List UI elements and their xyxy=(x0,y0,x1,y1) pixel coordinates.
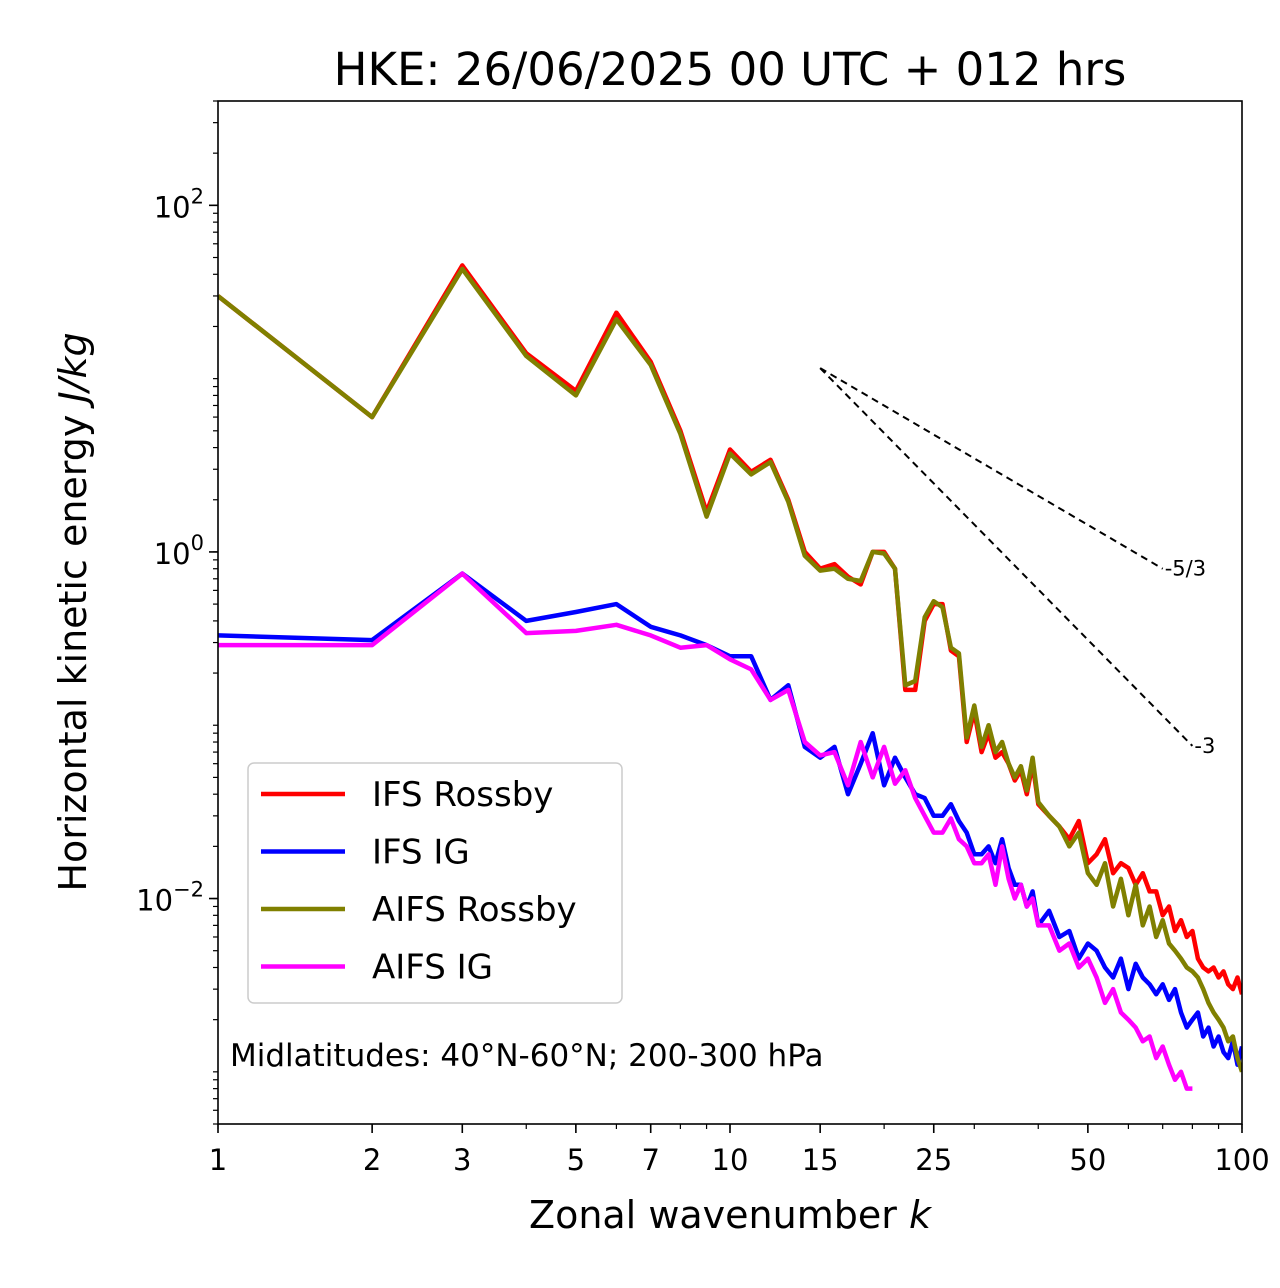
series-line-aifs-rossby xyxy=(218,266,1242,1073)
x-axis-label: Zonal wavenumber k xyxy=(529,1193,933,1237)
series-layer xyxy=(218,263,1242,1091)
x-tick-label: 10 xyxy=(712,1143,749,1177)
x-tick-label: 5 xyxy=(567,1143,585,1177)
x-tick-label: 25 xyxy=(915,1143,952,1177)
y-tick-label: 10−2 xyxy=(136,878,204,918)
legend: IFS Rossby IFS IG AIFS Rossby AIFS IG xyxy=(247,762,623,1004)
x-tick-label: 1 xyxy=(209,1143,227,1177)
reference-slope-label: -5/3 xyxy=(1165,557,1206,581)
reference-slopes: -5/3 -3 xyxy=(819,367,1215,758)
x-tick-label: 7 xyxy=(641,1143,659,1177)
reference-slope-line xyxy=(819,367,1164,570)
legend-box xyxy=(247,762,623,1004)
plot-frame xyxy=(217,100,1243,1125)
x-tick-label: 100 xyxy=(1214,1143,1269,1177)
axis-ticks: 1 2 3 5 7 10 15 25 50 100 10−2 100 102 xyxy=(136,100,1270,1177)
legend-label: AIFS Rossby xyxy=(372,890,577,930)
x-tick-label: 2 xyxy=(363,1143,381,1177)
x-tick-label: 15 xyxy=(802,1143,839,1177)
legend-label: IFS IG xyxy=(372,833,470,873)
legend-label: IFS Rossby xyxy=(372,775,553,815)
y-tick-label: 102 xyxy=(154,184,204,224)
series-line-aifs-ig xyxy=(218,571,1193,1091)
y-axis-label: Horizontal kinetic energy J/kg xyxy=(51,332,95,891)
y-tick-label: 100 xyxy=(154,531,204,571)
x-tick-label: 50 xyxy=(1069,1143,1106,1177)
reference-slope-line xyxy=(819,367,1194,747)
chart-title: HKE: 26/06/2025 00 UTC + 012 hrs xyxy=(334,43,1127,96)
x-tick-label: 3 xyxy=(453,1143,471,1177)
legend-label: AIFS IG xyxy=(372,948,493,988)
region-annotation: Midlatitudes: 40°N-60°N; 200-300 hPa xyxy=(230,1038,824,1074)
reference-slope-label: -3 xyxy=(1194,734,1215,758)
